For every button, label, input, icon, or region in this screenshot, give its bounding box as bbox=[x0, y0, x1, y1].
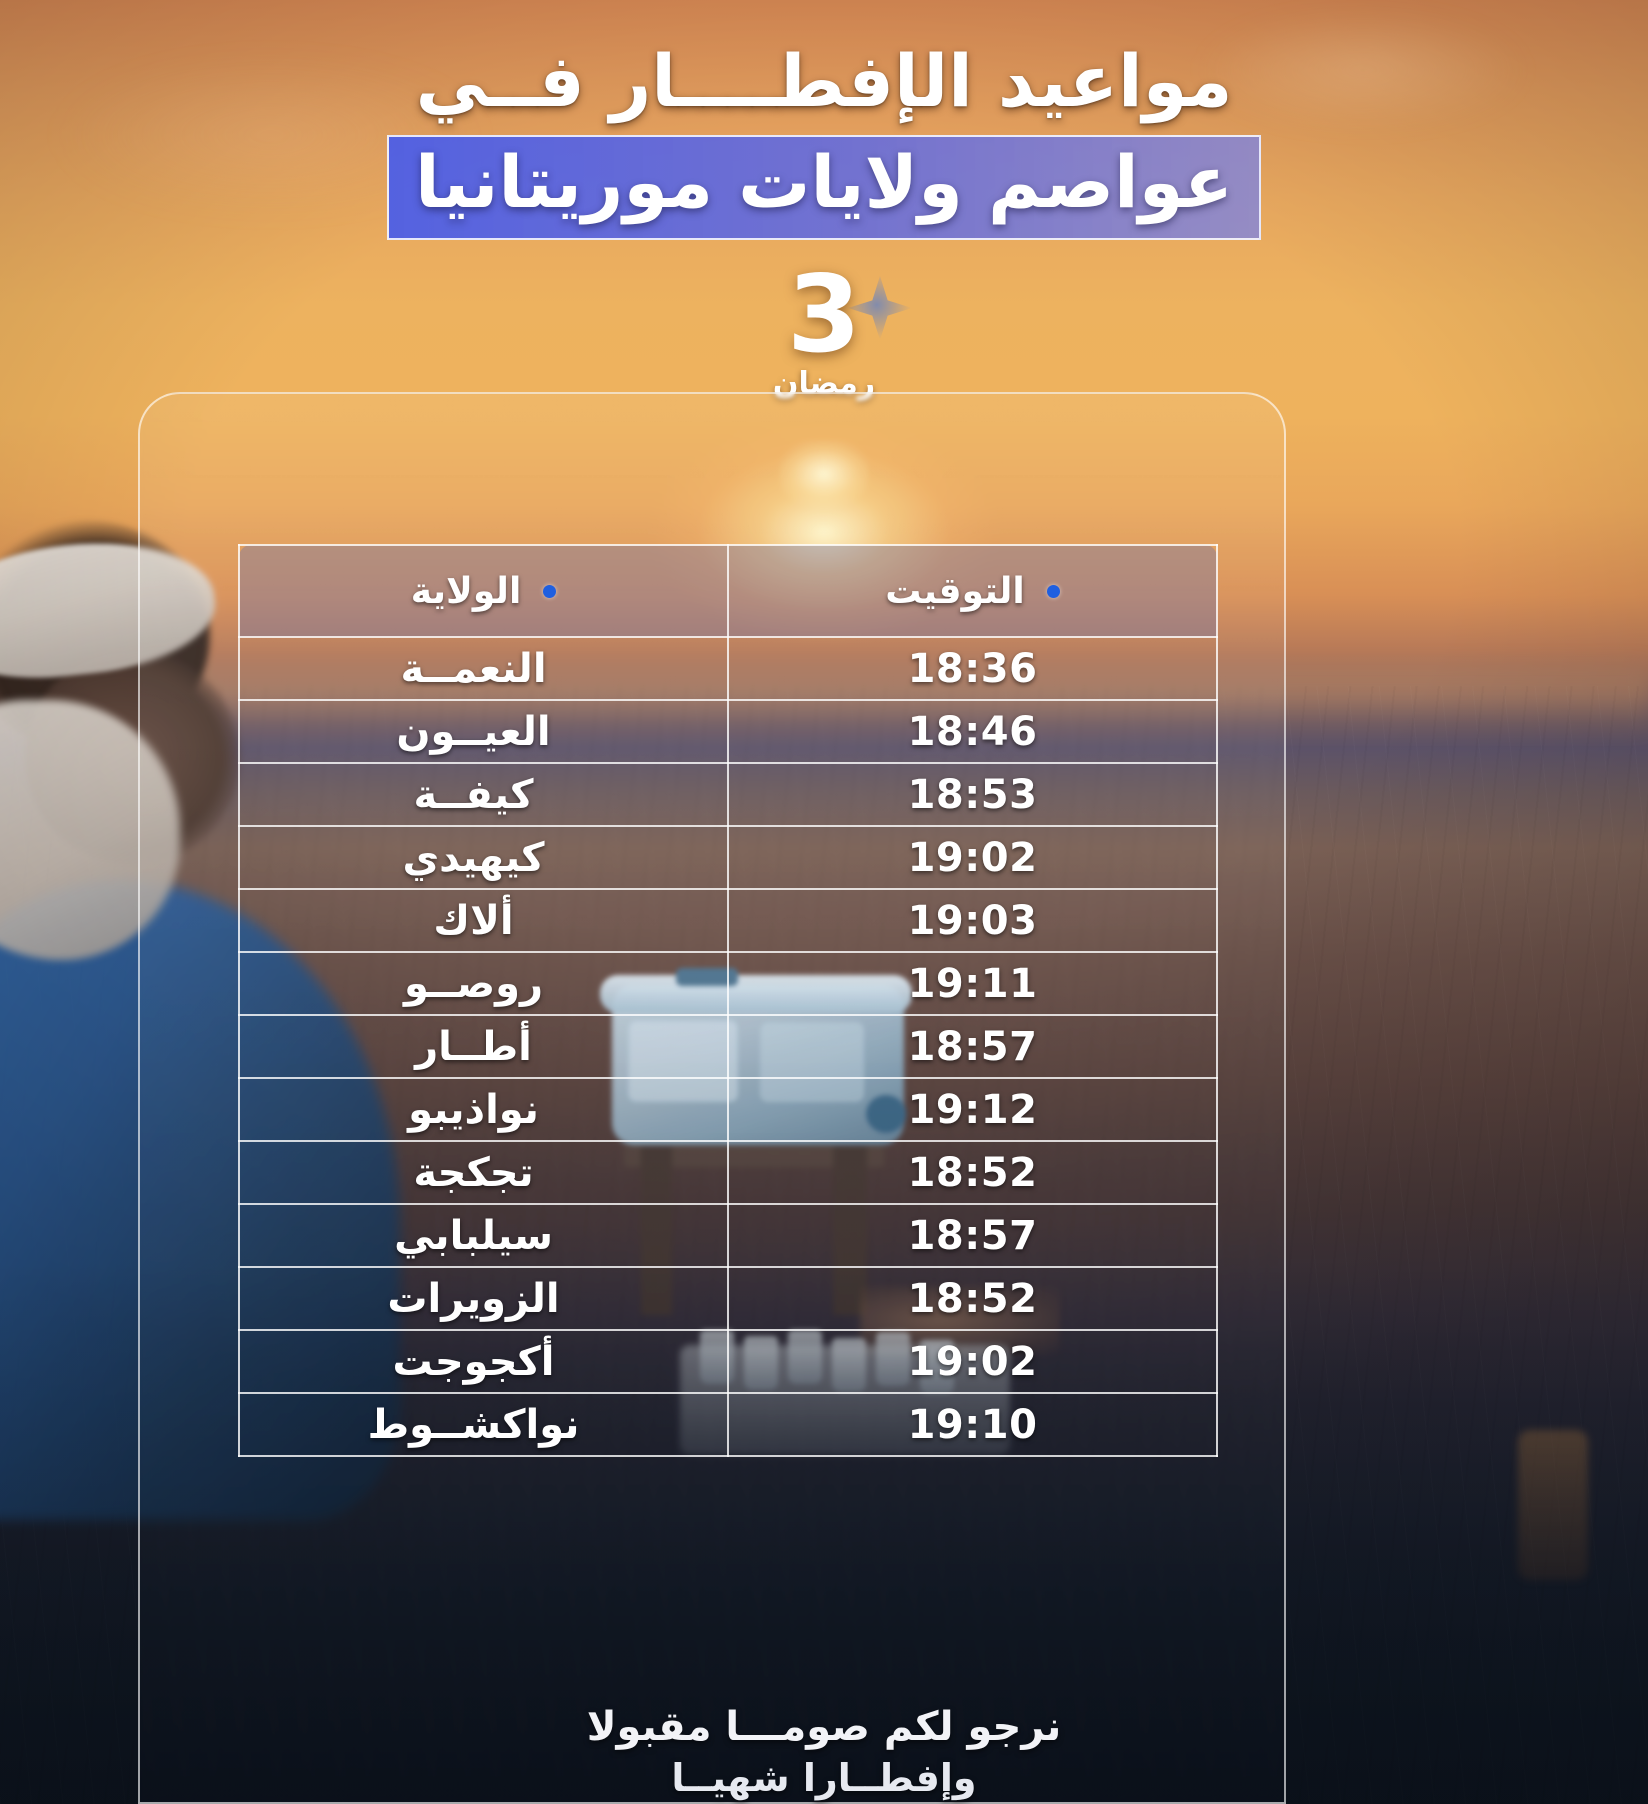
table-row: 18:46 العيــون bbox=[238, 699, 1218, 764]
table-row: 19:10 نواكشــوط bbox=[238, 1392, 1218, 1457]
footer-greeting-line-1: نرجو لكم صومـــا مقبولا bbox=[586, 1704, 1062, 1750]
table-row: 18:52 تجكجة bbox=[238, 1140, 1218, 1205]
page-title-line-1: مواعيد الإفطــــار فــي bbox=[415, 39, 1234, 123]
cell-state: أطــار bbox=[238, 1014, 729, 1079]
cell-time: 19:11 bbox=[727, 951, 1218, 1016]
cell-state: كيهيدي bbox=[238, 825, 729, 890]
cell-state: أكجوجت bbox=[238, 1329, 729, 1394]
table-row: 19:02 أكجوجت bbox=[238, 1329, 1218, 1394]
cell-state: كيفــة bbox=[238, 762, 729, 827]
cell-state: نواذيبو bbox=[238, 1077, 729, 1142]
column-header-state-label: الولاية bbox=[410, 570, 522, 612]
table-row: 19:02 كيهيدي bbox=[238, 825, 1218, 890]
cell-time: 19:02 bbox=[727, 1329, 1218, 1394]
cell-time: 18:52 bbox=[727, 1140, 1218, 1205]
cell-state: روصــو bbox=[238, 951, 729, 1016]
ramadan-day-number: 3 bbox=[787, 252, 861, 376]
cell-time: 19:02 bbox=[727, 825, 1218, 890]
table-header-row: التوقيت الولاية bbox=[238, 544, 1218, 638]
iftar-times-table: التوقيت الولاية 18:36 النعمــة 18:46 العيــ… bbox=[238, 544, 1218, 1457]
table-row: 19:12 نواذيبو bbox=[238, 1077, 1218, 1142]
page-title-highlight-banner: عواصم ولايات موريتانيا bbox=[386, 134, 1262, 240]
cell-state: العيــون bbox=[238, 699, 729, 764]
cell-state: النعمــة bbox=[238, 636, 729, 701]
table-body: 18:36 النعمــة 18:46 العيــون 18:53 كيفــة 19:… bbox=[238, 636, 1218, 1457]
poster-header: مواعيد الإفطــــار فــي عواصم ولايات مور… bbox=[0, 40, 1648, 401]
column-header-state[interactable]: الولاية bbox=[238, 544, 729, 638]
table-row: 19:03 ألاك bbox=[238, 888, 1218, 953]
cell-state: الزويرات bbox=[238, 1266, 729, 1331]
cell-time: 18:57 bbox=[727, 1203, 1218, 1268]
cell-time: 19:10 bbox=[727, 1392, 1218, 1457]
table-row: 18:57 سيلبابي bbox=[238, 1203, 1218, 1268]
cell-time: 19:03 bbox=[727, 888, 1218, 953]
column-header-time[interactable]: التوقيت bbox=[727, 544, 1218, 638]
footer-greeting-line-2: وإفطــارا شهيــا bbox=[671, 1756, 977, 1800]
table-row: 18:52 الزويرات bbox=[238, 1266, 1218, 1331]
cell-time: 18:53 bbox=[727, 762, 1218, 827]
cell-state: تجكجة bbox=[238, 1140, 729, 1205]
column-header-time-label: التوقيت bbox=[885, 570, 1025, 612]
poster-footer: نرجو لكم صومـــا مقبولا وإفطــارا شهيــا bbox=[0, 1700, 1648, 1803]
iftar-times-table-container: التوقيت الولاية 18:36 النعمــة 18:46 العيــ… bbox=[238, 544, 1218, 1457]
cell-time: 18:36 bbox=[727, 636, 1218, 701]
table-row: 18:57 أطــار bbox=[238, 1014, 1218, 1079]
cell-time: 18:57 bbox=[727, 1014, 1218, 1079]
cell-time: 18:46 bbox=[727, 699, 1218, 764]
page-title-line-2: عواصم ولايات موريتانيا bbox=[414, 139, 1234, 224]
cell-time: 18:52 bbox=[727, 1266, 1218, 1331]
cell-state: نواكشــوط bbox=[238, 1392, 729, 1457]
table-row: 19:11 روصــو bbox=[238, 951, 1218, 1016]
table-row: 18:36 النعمــة bbox=[238, 636, 1218, 701]
cell-state: ألاك bbox=[238, 888, 729, 953]
table-row: 18:53 كيفــة bbox=[238, 762, 1218, 827]
bullet-dot-icon bbox=[1046, 584, 1060, 598]
bullet-dot-icon bbox=[543, 584, 557, 598]
cell-state: سيلبابي bbox=[238, 1203, 729, 1268]
cell-time: 19:12 bbox=[727, 1077, 1218, 1142]
table-head: التوقيت الولاية bbox=[238, 544, 1218, 638]
